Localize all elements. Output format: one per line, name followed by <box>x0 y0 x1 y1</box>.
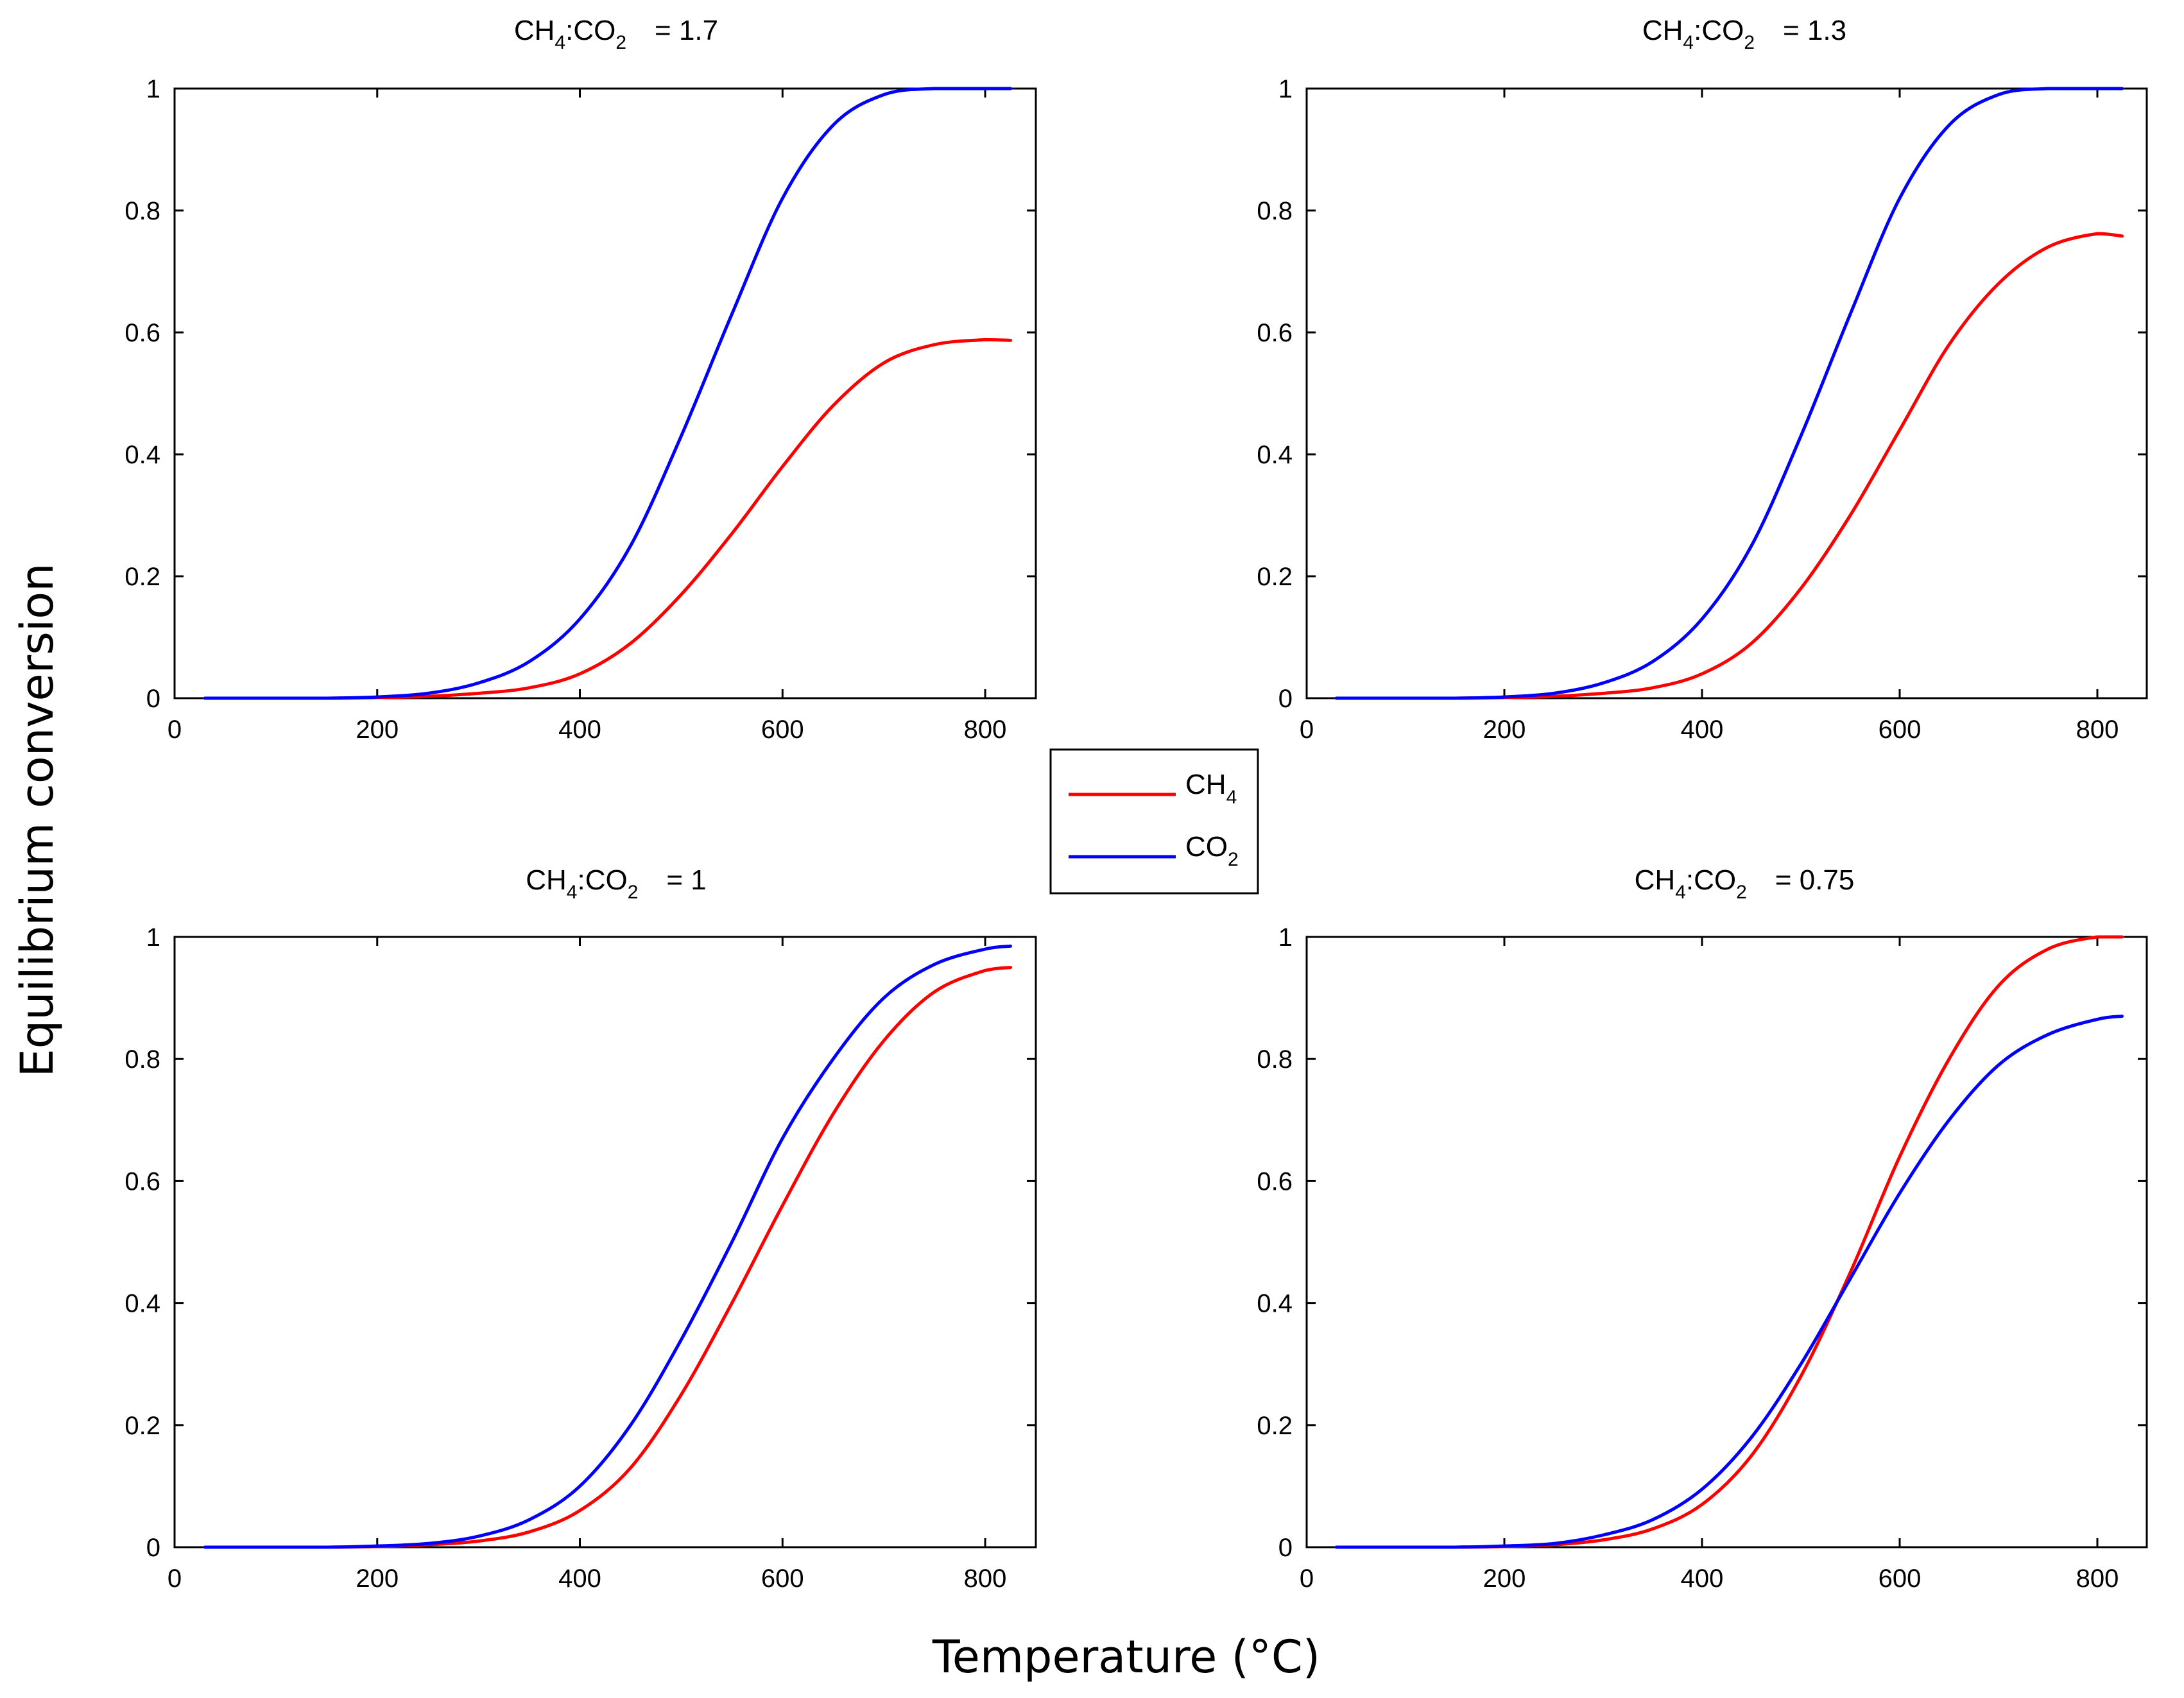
x-tick-label: 800 <box>964 1565 1007 1593</box>
series-line-ch4 <box>1334 935 2124 1549</box>
x-tick-label: 400 <box>558 1565 601 1593</box>
x-tick-label: 800 <box>2076 716 2119 744</box>
x-tick-label: 200 <box>356 716 399 744</box>
y-tick-label: 0.4 <box>125 1290 160 1318</box>
x-tick-label: 600 <box>761 716 804 744</box>
x-tick-label: 0 <box>168 716 182 744</box>
y-tick-label: 0.2 <box>1257 1412 1293 1440</box>
y-tick-label: 0 <box>1278 1534 1293 1562</box>
series-line-co2 <box>203 87 1012 700</box>
x-tick-label: 800 <box>2076 1565 2119 1593</box>
x-tick-label: 600 <box>761 1565 804 1593</box>
y-tick-label: 0 <box>146 1534 160 1562</box>
x-tick-label: 400 <box>558 716 601 744</box>
x-tick-label: 0 <box>1300 1565 1314 1593</box>
axes-frame <box>173 87 1037 699</box>
y-tick-label: 0.6 <box>125 319 160 347</box>
axes-frame <box>1305 87 2148 699</box>
subplot-title: CH4:CO2 = 1.7 <box>514 15 718 53</box>
y-axis-label: Equilibrium conversion <box>11 563 64 1077</box>
legend: CH4 CO2 <box>1049 748 1259 895</box>
subplot-3: CH4:CO2 = 1 0 200 400 600 800 0 0.2 0.4 0.6 0.8 1 <box>125 864 1037 1593</box>
x-tick-label: 0 <box>168 1565 182 1593</box>
x-tick-label: 0 <box>1300 716 1314 744</box>
subplot-title: CH4:CO2 = 1 <box>526 864 707 903</box>
y-tick-label: 0 <box>146 685 160 713</box>
series-line-co2 <box>1334 1015 2124 1549</box>
subplot-title: CH4:CO2 = 1.3 <box>1642 15 1846 53</box>
y-tick-label: 0 <box>1278 685 1293 713</box>
x-tick-label: 400 <box>1681 1565 1724 1593</box>
axes-frame <box>173 936 1037 1548</box>
x-tick-label: 200 <box>1483 1565 1526 1593</box>
series-line-ch4 <box>203 966 1012 1549</box>
x-tick-label: 600 <box>1879 1565 1922 1593</box>
x-tick-label: 400 <box>1681 716 1724 744</box>
x-tick-label: 200 <box>1483 716 1526 744</box>
y-tick-label: 0.8 <box>125 197 160 225</box>
y-tick-label: 0.6 <box>1257 319 1293 347</box>
y-tick-label: 0.8 <box>1257 197 1293 225</box>
x-tick-label: 600 <box>1879 716 1922 744</box>
y-tick-label: 1 <box>146 923 160 952</box>
y-tick-label: 0.8 <box>1257 1045 1293 1074</box>
series-line-co2 <box>203 944 1012 1549</box>
legend-box <box>1049 748 1259 895</box>
series-line-ch4 <box>1334 232 2124 700</box>
y-tick-label: 0.8 <box>125 1045 160 1074</box>
subplot-1: CH4:CO2 = 1.7 0 200 400 600 800 0 0.2 0.4 0.6 0.8 1 <box>125 15 1037 744</box>
y-tick-label: 0.4 <box>1257 441 1293 469</box>
y-tick-label: 1 <box>146 75 160 103</box>
y-tick-label: 1 <box>1278 923 1293 952</box>
legend-ch4-label: CH4 <box>1185 769 1237 808</box>
y-tick-label: 0.2 <box>1257 563 1293 591</box>
y-tick-label: 0.2 <box>125 563 160 591</box>
subplot-2: CH4:CO2 = 1.3 0 200 400 600 800 0 0.2 0.4 0.6 0.8 1 <box>1257 15 2148 744</box>
subplot-title: CH4:CO2 = 0.75 <box>1635 864 1855 903</box>
y-tick-label: 0.6 <box>125 1167 160 1196</box>
subplot-4: CH4:CO2 = 0.75 0 200 400 600 800 0 0.2 0.4 0.6 0.8… <box>1257 864 2148 1593</box>
series-line-co2 <box>1334 87 2124 700</box>
x-tick-label: 200 <box>356 1565 399 1593</box>
series-line-ch4 <box>203 338 1012 700</box>
axes-frame <box>1305 936 2148 1548</box>
x-tick-label: 800 <box>964 716 1007 744</box>
x-axis-label: Temperature (°C) <box>932 1631 1320 1683</box>
y-tick-label: 1 <box>1278 75 1293 103</box>
y-tick-label: 0.6 <box>1257 1167 1293 1196</box>
y-tick-label: 0.4 <box>1257 1290 1293 1318</box>
y-tick-label: 0.4 <box>125 441 160 469</box>
y-tick-label: 0.2 <box>125 1412 160 1440</box>
legend-co2-label: CO2 <box>1185 831 1239 870</box>
